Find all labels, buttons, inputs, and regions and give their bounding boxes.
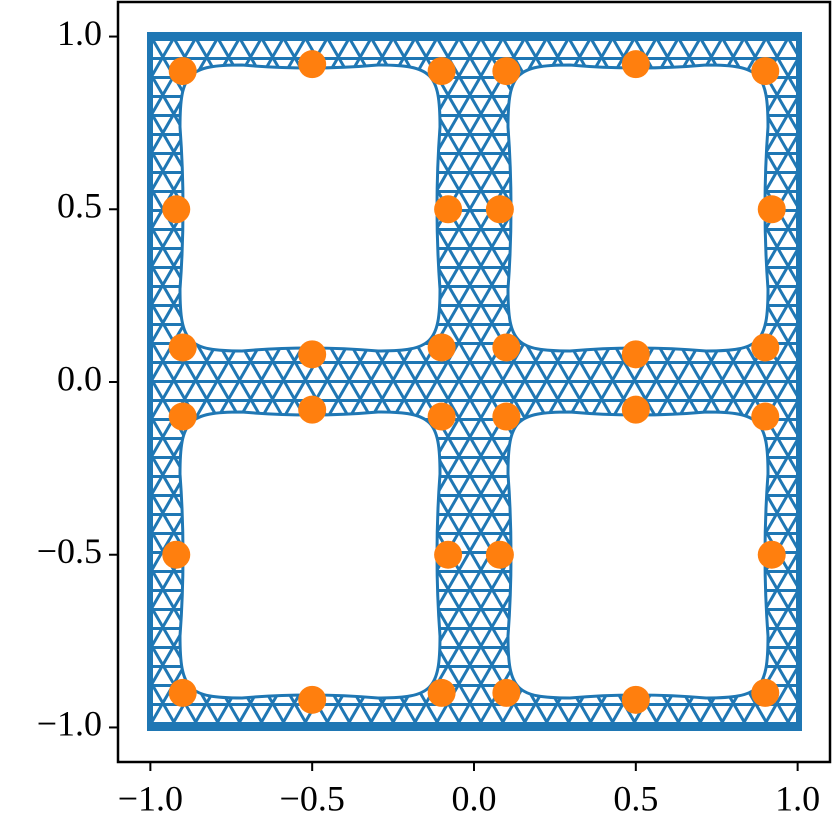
point xyxy=(298,340,327,369)
point xyxy=(162,540,191,569)
mesh-hole xyxy=(178,63,442,353)
point xyxy=(298,50,327,79)
point xyxy=(621,685,650,714)
point xyxy=(492,402,521,431)
point xyxy=(485,540,514,569)
point xyxy=(298,685,327,714)
x-tick-label: −0.5 xyxy=(280,778,345,818)
point xyxy=(621,395,650,424)
mesh-hole xyxy=(506,410,770,700)
y-tick-label: 1.0 xyxy=(57,13,102,53)
point xyxy=(751,678,780,707)
point xyxy=(168,678,197,707)
point xyxy=(434,195,463,224)
point xyxy=(492,57,521,86)
point xyxy=(757,540,786,569)
x-tick-label: 0.0 xyxy=(452,778,497,818)
point xyxy=(492,333,521,362)
point xyxy=(621,50,650,79)
point xyxy=(162,195,191,224)
point xyxy=(751,402,780,431)
x-tick-label: 1.0 xyxy=(775,778,820,818)
x-tick-label: −1.0 xyxy=(118,778,183,818)
mesh xyxy=(147,32,802,731)
point xyxy=(751,333,780,362)
point xyxy=(168,402,197,431)
point xyxy=(621,340,650,369)
point xyxy=(492,678,521,707)
x-tick-label: 0.5 xyxy=(613,778,658,818)
y-tick-label: −1.0 xyxy=(37,704,102,744)
point xyxy=(427,57,456,86)
point xyxy=(427,333,456,362)
y-tick-label: 0.5 xyxy=(57,186,102,226)
y-tick-label: −0.5 xyxy=(37,531,102,571)
point xyxy=(757,195,786,224)
mesh-hole xyxy=(178,410,442,700)
y-tick-label: 0.0 xyxy=(57,358,102,398)
point xyxy=(168,57,197,86)
mesh-hole xyxy=(506,63,770,353)
point xyxy=(298,395,327,424)
point xyxy=(485,195,514,224)
point xyxy=(427,402,456,431)
point xyxy=(751,57,780,86)
point xyxy=(434,540,463,569)
point xyxy=(168,333,197,362)
point xyxy=(427,678,456,707)
